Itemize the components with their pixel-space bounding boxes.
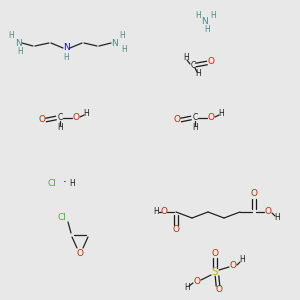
Text: O: O — [38, 116, 46, 124]
Text: H: H — [57, 124, 63, 133]
Text: C: C — [190, 61, 196, 70]
Text: N: N — [63, 44, 69, 52]
Text: H: H — [195, 11, 201, 20]
Text: O: O — [160, 208, 167, 217]
Text: O: O — [250, 190, 257, 199]
Text: O: O — [172, 226, 179, 235]
Text: H: H — [121, 44, 127, 53]
Text: Cl: Cl — [48, 178, 56, 188]
Text: H: H — [210, 11, 216, 20]
Text: Cl: Cl — [58, 214, 66, 223]
Text: ·: · — [63, 176, 67, 190]
Text: H: H — [204, 26, 210, 34]
Text: O: O — [208, 58, 214, 67]
Text: H: H — [218, 110, 224, 118]
Text: N: N — [111, 38, 117, 47]
Text: H: H — [17, 46, 23, 56]
Text: O: O — [194, 278, 200, 286]
Text: H: H — [274, 212, 280, 221]
Text: H: H — [183, 53, 189, 62]
Text: O: O — [208, 113, 214, 122]
Text: S: S — [212, 267, 218, 277]
Text: H: H — [69, 178, 75, 188]
Text: O: O — [215, 286, 223, 295]
Text: C: C — [192, 113, 198, 122]
Text: O: O — [173, 116, 181, 124]
Text: H: H — [119, 32, 125, 40]
Text: O: O — [212, 250, 218, 259]
Text: H: H — [153, 208, 159, 217]
Text: H: H — [8, 32, 14, 40]
Text: O: O — [265, 208, 272, 217]
Text: O: O — [73, 113, 80, 122]
Text: H: H — [83, 110, 89, 118]
Text: O: O — [76, 248, 83, 257]
Text: C: C — [57, 113, 63, 122]
Text: O: O — [230, 262, 236, 271]
Text: H: H — [239, 256, 245, 265]
Text: H: H — [184, 284, 190, 292]
Text: H: H — [195, 70, 201, 79]
Text: N: N — [202, 17, 208, 26]
Text: H: H — [192, 124, 198, 133]
Text: H: H — [63, 52, 69, 62]
Text: N: N — [15, 38, 21, 47]
